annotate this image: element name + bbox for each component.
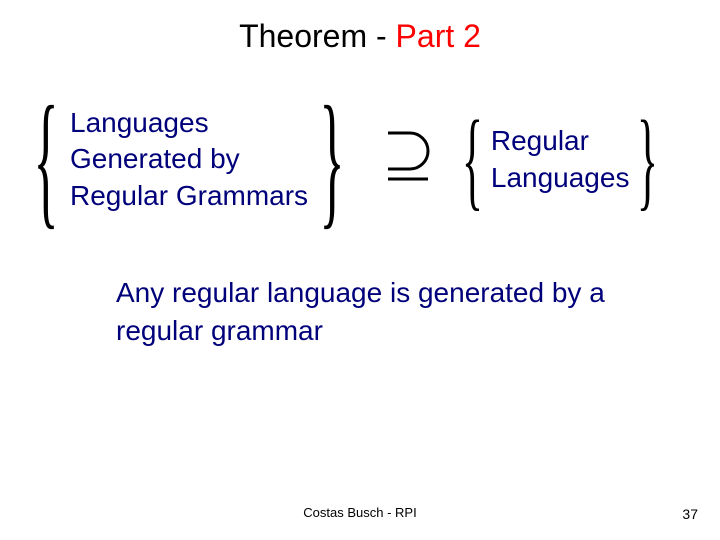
superset-symbol	[380, 129, 434, 191]
right-set-line-1: Regular	[491, 123, 630, 159]
left-set-line-1: Languages	[70, 105, 308, 141]
footer-credit: Costas Busch - RPI	[0, 505, 720, 520]
left-set-line-3: Regular Grammars	[70, 178, 308, 214]
right-set-text: Regular Languages	[491, 123, 630, 196]
right-set-line-2: Languages	[491, 160, 630, 196]
slide-title: Theorem - Part 2	[0, 0, 720, 55]
left-set-group: { Languages Generated by Regular Grammar…	[10, 105, 368, 214]
right-brace-close-icon: }	[637, 121, 658, 198]
left-set-line-2: Generated by	[70, 141, 308, 177]
right-brace-open-icon: {	[462, 121, 483, 198]
left-brace-close-icon: }	[319, 107, 344, 212]
sets-row: { Languages Generated by Regular Grammar…	[0, 105, 720, 214]
slide-number: 37	[682, 506, 698, 522]
superset-equal-icon	[380, 129, 434, 185]
right-set-group: { Regular Languages }	[446, 121, 674, 198]
left-set-text: Languages Generated by Regular Grammars	[70, 105, 308, 214]
title-highlight: Part 2	[396, 18, 481, 54]
theorem-statement: Any regular language is generated by a r…	[0, 274, 720, 350]
title-prefix: Theorem -	[239, 18, 395, 54]
left-brace-open-icon: {	[33, 107, 58, 212]
